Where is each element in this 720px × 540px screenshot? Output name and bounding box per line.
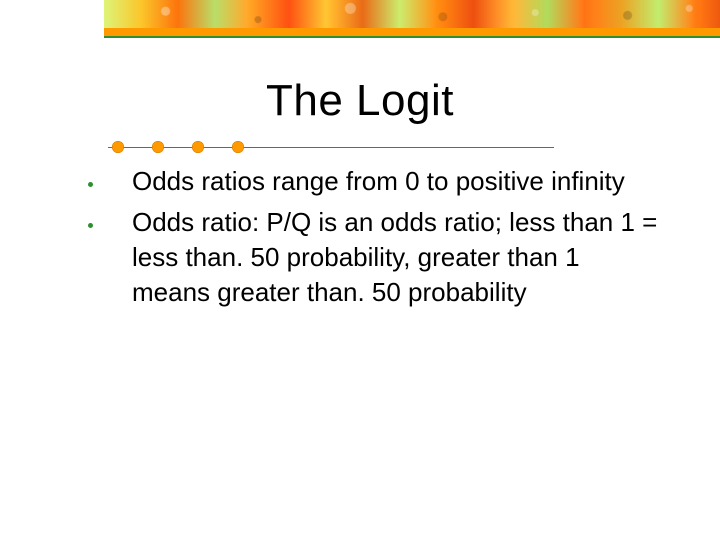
title-divider [0,136,720,160]
divider-dot-icon [112,141,124,153]
bullet-list: Odds ratios range from 0 to positive inf… [60,164,660,310]
header-photo-noise [104,0,720,28]
header-green-line [104,36,720,38]
list-item: Odds ratio: P/Q is an odds ratio; less t… [60,205,660,310]
divider-dot-icon [152,141,164,153]
top-decorative-bar [0,0,720,38]
header-orange-bar [104,28,720,36]
divider-dots [112,141,244,153]
list-item: Odds ratios range from 0 to positive inf… [60,164,660,199]
slide-title: The Logit [0,76,720,126]
slide-body: Odds ratios range from 0 to positive inf… [0,164,720,310]
bullet-text: Odds ratio: P/Q is an odds ratio; less t… [132,207,657,307]
divider-dot-icon [192,141,204,153]
divider-dot-icon [232,141,244,153]
bullet-text: Odds ratios range from 0 to positive inf… [132,166,625,196]
